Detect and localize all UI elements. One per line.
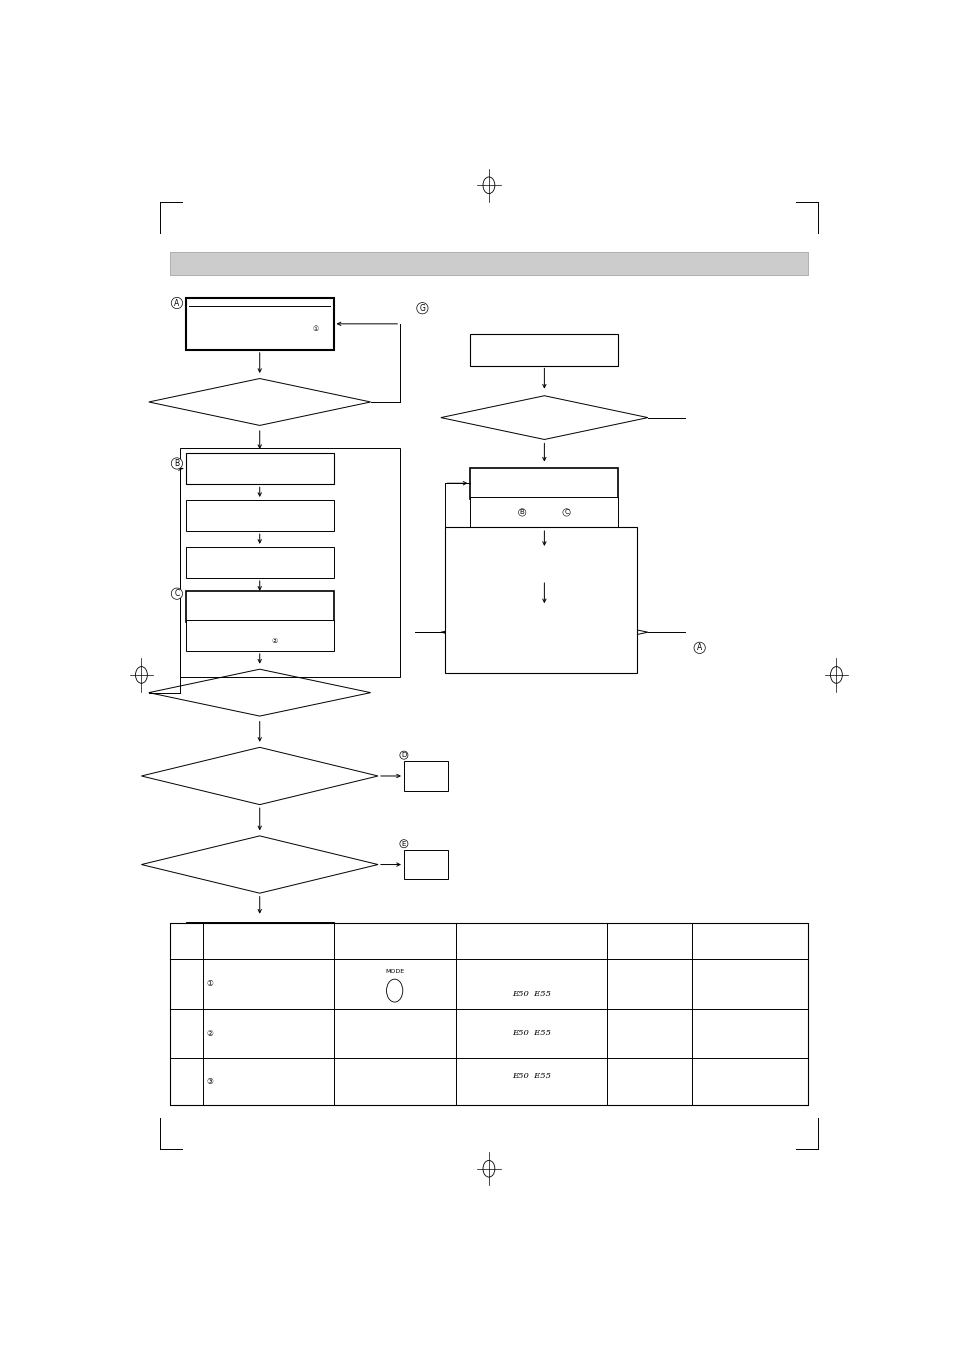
Text: ②: ②: [206, 1028, 213, 1038]
Text: MODE: MODE: [385, 969, 404, 974]
Bar: [186, 921, 334, 953]
Bar: [180, 448, 400, 676]
Bar: [186, 298, 334, 350]
Bar: [470, 334, 618, 365]
Bar: [403, 850, 448, 879]
Bar: [186, 453, 334, 484]
Bar: [470, 497, 618, 528]
Bar: [470, 549, 618, 580]
Bar: [403, 762, 448, 790]
Text: C: C: [563, 510, 568, 515]
Text: D: D: [401, 752, 406, 758]
Text: E: E: [401, 840, 406, 847]
Text: ①: ①: [206, 980, 213, 989]
Bar: [186, 620, 334, 651]
Bar: [444, 526, 636, 672]
Text: B: B: [174, 459, 179, 468]
Bar: [186, 590, 334, 622]
Bar: [186, 547, 334, 578]
Text: ②: ②: [271, 637, 277, 644]
Text: A: A: [174, 299, 179, 307]
Text: E50  E55: E50 E55: [512, 1030, 551, 1038]
Bar: [186, 499, 334, 532]
Text: E50  E55: E50 E55: [512, 1073, 551, 1080]
Text: E50  E55: E50 E55: [512, 990, 551, 999]
Text: B: B: [519, 510, 524, 515]
Text: A: A: [697, 643, 701, 652]
Bar: [170, 923, 807, 1105]
Text: ③: ③: [206, 1077, 213, 1086]
Bar: [470, 468, 618, 499]
Bar: [170, 252, 807, 275]
Text: G: G: [419, 303, 425, 313]
Text: ①: ①: [312, 326, 318, 331]
Text: C: C: [174, 589, 179, 598]
